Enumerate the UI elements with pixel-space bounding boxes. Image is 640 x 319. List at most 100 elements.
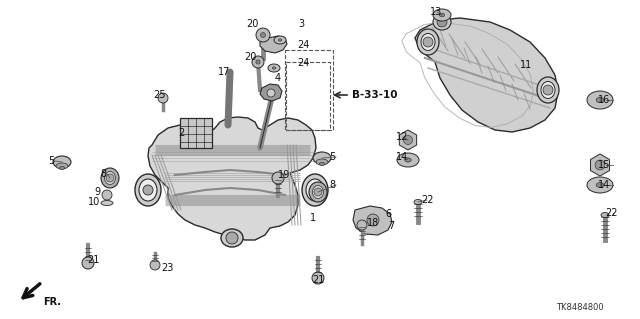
Text: 22: 22 [421, 195, 433, 205]
Text: 24: 24 [297, 40, 309, 50]
Circle shape [367, 214, 379, 226]
Circle shape [82, 257, 94, 269]
Circle shape [543, 85, 553, 95]
Text: 21: 21 [312, 275, 324, 285]
Ellipse shape [319, 162, 325, 166]
Polygon shape [591, 154, 609, 176]
Circle shape [158, 93, 168, 103]
Circle shape [423, 37, 433, 47]
Circle shape [595, 160, 605, 170]
Ellipse shape [53, 156, 71, 168]
Ellipse shape [596, 182, 604, 187]
Bar [180, 118, 212, 148]
Ellipse shape [312, 186, 323, 198]
Bar [286, 62, 330, 130]
Circle shape [226, 232, 238, 244]
Text: 18: 18 [367, 218, 380, 228]
Ellipse shape [56, 163, 68, 169]
Ellipse shape [104, 172, 115, 184]
Ellipse shape [433, 9, 451, 21]
Text: 12: 12 [396, 132, 408, 142]
Ellipse shape [541, 81, 555, 99]
Polygon shape [353, 206, 392, 235]
Text: 24: 24 [297, 58, 309, 68]
Ellipse shape [274, 36, 286, 44]
Text: 14: 14 [598, 180, 611, 190]
Text: 20: 20 [244, 52, 257, 62]
Polygon shape [415, 18, 558, 132]
Text: B-33-10: B-33-10 [352, 90, 397, 100]
Circle shape [260, 33, 266, 37]
Text: 20: 20 [246, 19, 259, 29]
Circle shape [143, 185, 153, 195]
Circle shape [403, 136, 413, 145]
Ellipse shape [309, 182, 327, 202]
Text: 21: 21 [87, 255, 99, 265]
Text: FR.: FR. [43, 297, 61, 307]
Ellipse shape [59, 167, 65, 169]
Ellipse shape [278, 39, 282, 41]
Circle shape [437, 17, 447, 27]
Text: 17: 17 [218, 67, 230, 77]
Bar [285, 50, 333, 130]
Ellipse shape [601, 212, 609, 218]
Ellipse shape [101, 201, 113, 205]
Ellipse shape [433, 14, 451, 30]
Ellipse shape [587, 91, 613, 109]
Circle shape [314, 188, 322, 196]
Ellipse shape [221, 229, 243, 247]
Circle shape [102, 190, 112, 200]
Text: 23: 23 [161, 263, 173, 273]
Ellipse shape [537, 77, 559, 103]
Ellipse shape [313, 152, 331, 164]
Polygon shape [148, 117, 316, 240]
Text: 22: 22 [605, 208, 618, 218]
Ellipse shape [417, 29, 439, 55]
Polygon shape [260, 36, 287, 53]
Circle shape [357, 220, 367, 230]
Circle shape [106, 174, 114, 182]
Text: 4: 4 [275, 73, 281, 83]
Text: 7: 7 [388, 221, 394, 231]
Text: 19: 19 [278, 170, 291, 180]
Ellipse shape [414, 199, 422, 204]
Ellipse shape [272, 67, 276, 69]
Circle shape [310, 185, 320, 195]
Circle shape [256, 60, 260, 64]
Ellipse shape [404, 158, 412, 162]
Ellipse shape [316, 159, 328, 165]
Ellipse shape [596, 97, 604, 103]
Text: 1: 1 [310, 213, 316, 223]
Ellipse shape [587, 177, 613, 193]
Text: 11: 11 [520, 60, 532, 70]
Text: 15: 15 [598, 160, 611, 170]
Circle shape [252, 56, 264, 68]
Polygon shape [399, 130, 417, 150]
Text: 3: 3 [298, 19, 304, 29]
Text: 10: 10 [88, 197, 100, 207]
Text: 5: 5 [48, 156, 54, 166]
Text: 8: 8 [329, 180, 335, 190]
Text: 9: 9 [94, 187, 100, 197]
Text: 16: 16 [598, 95, 611, 105]
Circle shape [272, 172, 284, 184]
Circle shape [256, 28, 270, 42]
Circle shape [312, 272, 324, 284]
Text: 14: 14 [396, 152, 408, 162]
Ellipse shape [268, 64, 280, 72]
Text: 25: 25 [153, 90, 166, 100]
Text: 8: 8 [100, 169, 106, 179]
Text: 2: 2 [178, 128, 184, 138]
Polygon shape [260, 84, 282, 101]
Circle shape [267, 89, 275, 97]
Ellipse shape [421, 33, 435, 50]
Text: TK8484800: TK8484800 [556, 303, 604, 313]
Ellipse shape [135, 174, 161, 206]
Ellipse shape [306, 179, 324, 201]
Ellipse shape [439, 13, 445, 17]
Text: 5: 5 [329, 152, 335, 162]
Ellipse shape [397, 153, 419, 167]
Text: 13: 13 [430, 7, 442, 17]
Ellipse shape [302, 174, 328, 206]
Ellipse shape [101, 168, 119, 188]
